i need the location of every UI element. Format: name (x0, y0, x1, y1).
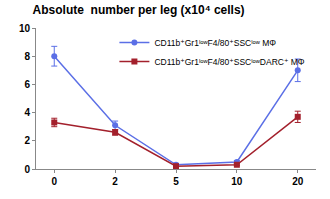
svg-text:Absolute number per leg (x10⁴: Absolute number per leg (x10⁴ cells) (33, 3, 245, 17)
svg-text:2: 2 (24, 135, 30, 146)
svg-text:6: 6 (24, 79, 30, 90)
svg-text:4: 4 (24, 107, 30, 118)
svg-text:20: 20 (292, 176, 304, 187)
svg-text:10: 10 (19, 23, 31, 34)
svg-text:0: 0 (24, 164, 30, 175)
svg-text:5: 5 (173, 176, 179, 187)
svg-text:8: 8 (24, 51, 30, 62)
svg-text:0: 0 (51, 176, 57, 187)
svg-text:CD11b⁺Gr1ˡᵒʷF4/80⁺SSCˡᵒʷ MΦ: CD11b⁺Gr1ˡᵒʷF4/80⁺SSCˡᵒʷ MΦ (154, 38, 276, 48)
svg-text:10: 10 (231, 176, 243, 187)
svg-text:2: 2 (112, 176, 118, 187)
svg-text:CD11b⁺Gr1ˡᵒʷF4/80⁺SSCˡᵒʷDARC⁺: CD11b⁺Gr1ˡᵒʷF4/80⁺SSCˡᵒʷDARC⁺ MΦ (154, 57, 304, 67)
